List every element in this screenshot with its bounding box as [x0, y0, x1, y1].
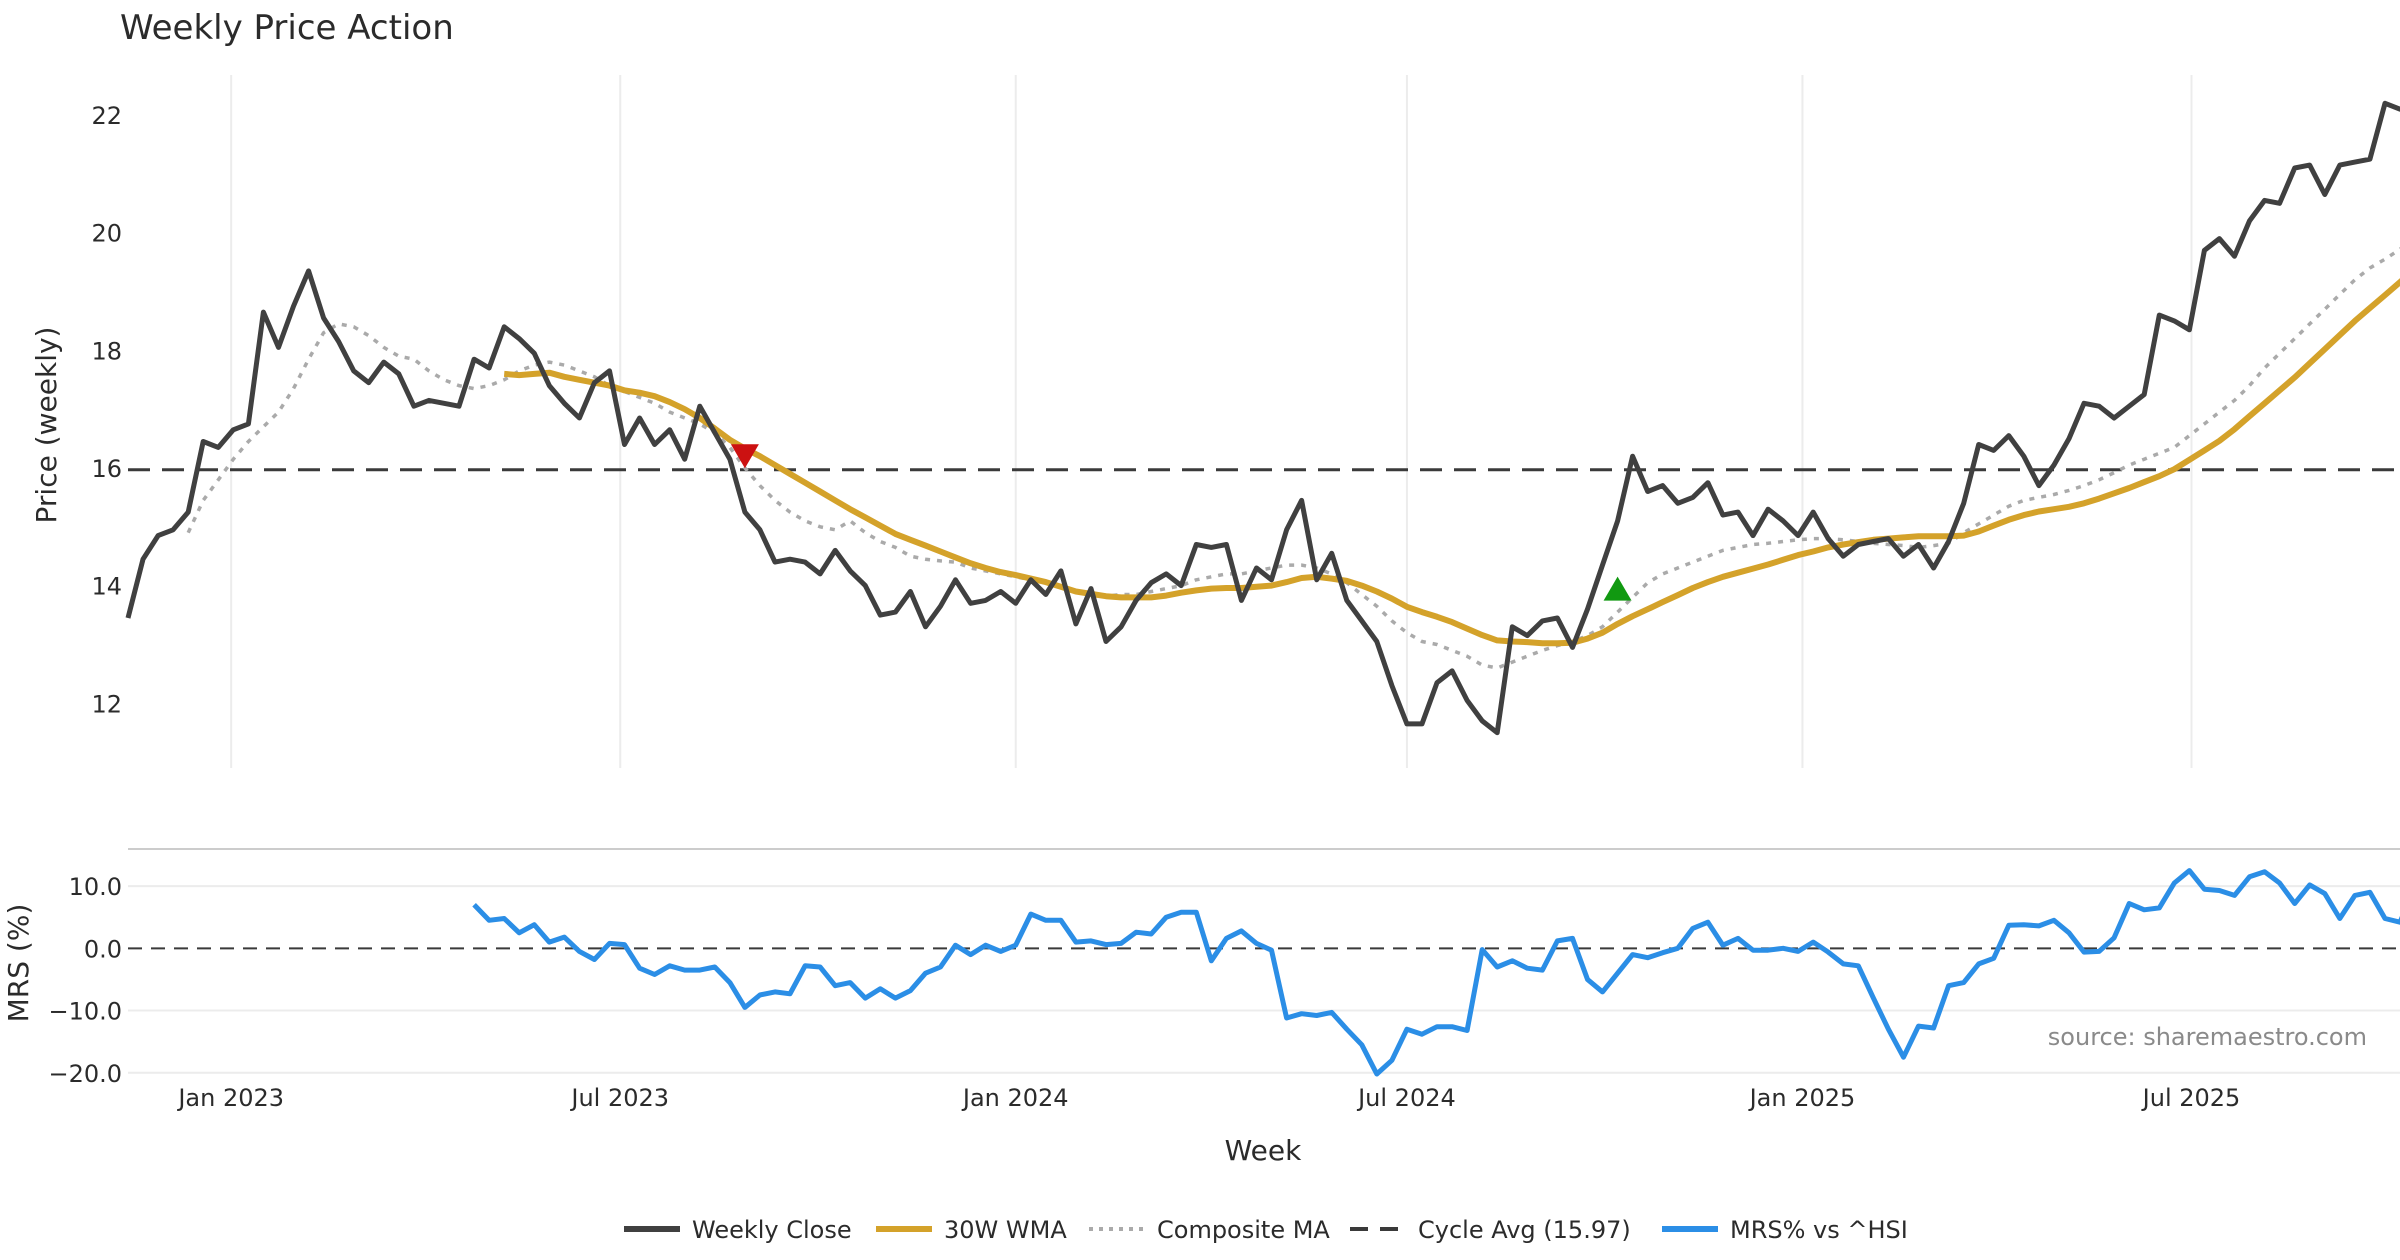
price-x-gridlines [230, 75, 2193, 768]
x-tick-label-0: Jan 2023 [176, 1084, 284, 1112]
x-tick-label-5: Jul 2025 [2141, 1084, 2241, 1112]
x-tick-label-4: Jan 2025 [1748, 1084, 1856, 1112]
mrs-y-gridlines [128, 885, 2400, 1074]
price-y-ticks: 12 14 16 18 20 22 [91, 102, 122, 718]
chart-title: Weekly Price Action [120, 8, 454, 48]
weekly-close-line [125, 100, 2400, 736]
price-y-tick-2: 16 [91, 455, 122, 483]
legend: Weekly Close 30W WMA Composite MA Cycle Avg… [624, 1216, 1908, 1244]
composite-ma-line [186, 247, 2400, 670]
price-y-tick-0: 12 [91, 690, 122, 718]
legend-item-2: Composite MA [1089, 1216, 1330, 1244]
price-y-tick-3: 18 [91, 337, 122, 365]
mrs-y-tick-3: −20.0 [48, 1060, 122, 1088]
signal-markers [730, 444, 1632, 601]
source-label: source: sharemaestro.com [2048, 1023, 2367, 1051]
legend-label-0: Weekly Close [692, 1216, 852, 1244]
x-axis-ticks: Jan 2023 Jul 2023 Jan 2024 Jul 2024 Jan 2025… [176, 1084, 2240, 1112]
legend-label-4: MRS% vs ^HSI [1730, 1216, 1908, 1244]
mrs-y-axis-label: MRS (%) [2, 904, 35, 1023]
legend-item-3: Cycle Avg (15.97) [1350, 1216, 1631, 1244]
buy-signal-marker-1 [1603, 576, 1632, 601]
legend-label-2: Composite MA [1157, 1216, 1330, 1244]
mrs-y-tick-1: 0.0 [84, 935, 122, 963]
x-tick-label-1: Jul 2023 [569, 1084, 669, 1112]
price-y-tick-5: 22 [91, 102, 122, 130]
x-axis-label: Week [1225, 1134, 1302, 1167]
x-tick-label-2: Jan 2024 [961, 1084, 1069, 1112]
sell-signal-marker-0 [730, 444, 759, 469]
legend-label-1: 30W WMA [944, 1216, 1067, 1244]
legend-item-0: Weekly Close [624, 1216, 852, 1244]
price-y-tick-4: 20 [91, 220, 122, 248]
mrs-y-ticks: 10.0 0.0 −10.0 −20.0 [48, 873, 122, 1088]
mrs-y-tick-0: 10.0 [69, 873, 122, 901]
legend-label-3: Cycle Avg (15.97) [1418, 1216, 1631, 1244]
mrs-y-tick-2: −10.0 [48, 998, 122, 1026]
price-y-tick-1: 14 [91, 573, 122, 601]
mrs-line [472, 868, 2400, 1077]
legend-item-1: 30W WMA [876, 1216, 1067, 1244]
legend-item-4: MRS% vs ^HSI [1662, 1216, 1908, 1244]
x-tick-label-3: Jul 2024 [1356, 1084, 1456, 1112]
price-y-axis-label: Price (weekly) [30, 327, 63, 524]
